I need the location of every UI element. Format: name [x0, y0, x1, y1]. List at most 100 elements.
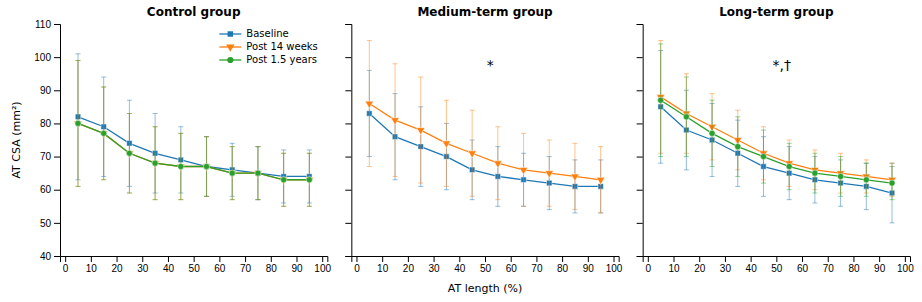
- series: [658, 44, 896, 200]
- error-bar: [307, 153, 312, 206]
- error-bar: [153, 127, 158, 200]
- x-tick-mark: [725, 256, 726, 262]
- x-tick: 100: [606, 256, 623, 274]
- y-tick: [637, 57, 643, 58]
- x-tick: 50: [480, 256, 492, 274]
- chart: 0102030405060708090100405060708090100110…: [0, 0, 922, 302]
- x-tick: 50: [189, 256, 201, 274]
- x-tick-mark: [194, 256, 195, 262]
- series: [367, 70, 604, 213]
- plot-area: [656, 41, 896, 223]
- y-tick: [345, 157, 351, 158]
- x-tick-mark: [117, 256, 118, 262]
- y-tick-label: 100: [34, 52, 51, 63]
- x-tick-mark: [853, 256, 854, 262]
- x-tick-mark: [271, 256, 272, 262]
- marker: [545, 171, 553, 178]
- error-bar: [204, 137, 209, 197]
- marker: [152, 160, 158, 166]
- error-bar: [230, 147, 235, 200]
- x-tick: 70: [823, 256, 835, 274]
- marker: [75, 120, 81, 126]
- legend-label: Post 14 weeks: [246, 41, 317, 52]
- x-tick-label: 30: [137, 263, 149, 274]
- error-bar: [281, 153, 286, 206]
- y-tick-mark: [54, 223, 60, 224]
- x-tick: 50: [771, 256, 783, 274]
- error-bar: [127, 113, 132, 193]
- x-tick-mark: [322, 256, 323, 262]
- y-tick: [345, 57, 351, 58]
- x-tick-mark: [751, 256, 752, 262]
- x-tick: 90: [874, 256, 886, 274]
- series-line: [661, 100, 892, 183]
- error-bar: [864, 163, 869, 196]
- x-tick: 30: [429, 256, 441, 274]
- x-tick-mark: [699, 256, 700, 262]
- plot-area: [365, 41, 605, 213]
- y-tick: [345, 223, 351, 224]
- x-tick-mark: [296, 256, 297, 262]
- x-tick-mark: [802, 256, 803, 262]
- x-tick-label: 90: [583, 263, 595, 274]
- series-line: [661, 97, 892, 180]
- y-tick-label: 60: [40, 184, 52, 195]
- marker: [126, 150, 132, 156]
- y-tick-mark: [637, 256, 643, 257]
- y-tick-mark: [345, 123, 351, 124]
- x-tick-label: 60: [797, 263, 809, 274]
- marker: [786, 163, 792, 169]
- x-tick: 40: [163, 256, 175, 274]
- x-tick-label: 40: [163, 263, 175, 274]
- x-tick-mark: [408, 256, 409, 262]
- x-tick-label: 10: [377, 263, 389, 274]
- y-tick: [345, 90, 351, 91]
- x-tick-label: 70: [531, 263, 543, 274]
- panel: 0102030405060708090100405060708090100110…: [10, 5, 331, 274]
- marker: [417, 128, 425, 135]
- y-tick: 80: [40, 118, 60, 129]
- y-tick-label: 40: [40, 251, 52, 262]
- y-axis-line: [345, 25, 352, 257]
- y-tick-mark: [345, 90, 351, 91]
- title: Long-term group: [719, 5, 834, 19]
- error-bar: [710, 100, 715, 166]
- y-tick-mark: [637, 90, 643, 91]
- error-bar: [178, 133, 183, 199]
- y-tick-mark: [637, 57, 643, 58]
- x-tick-label: 70: [240, 263, 252, 274]
- y-tick: 100: [34, 52, 60, 63]
- x-tick: 20: [403, 256, 415, 274]
- y-tick: [637, 256, 643, 257]
- error-bar: [75, 60, 80, 186]
- x-tick-label: 0: [354, 263, 360, 274]
- series: [75, 60, 313, 206]
- x-tick-label: 50: [480, 263, 492, 274]
- x-tick: 90: [291, 256, 303, 274]
- x-tick-label: 40: [746, 263, 758, 274]
- y-tick: [637, 24, 643, 25]
- error-bar: [864, 163, 869, 209]
- legend-marker: [226, 45, 234, 52]
- error-bar: [307, 153, 312, 206]
- marker: [442, 141, 450, 148]
- marker: [760, 153, 766, 159]
- error-bar: [204, 137, 209, 197]
- series-line: [661, 107, 892, 193]
- y-tick: 60: [40, 184, 60, 195]
- legend-marker: [227, 57, 233, 63]
- x-tick: 60: [797, 256, 809, 274]
- marker: [889, 180, 895, 186]
- x-tick-mark: [562, 256, 563, 262]
- marker: [468, 151, 476, 158]
- x-axis-line: [61, 257, 328, 263]
- y-tick-mark: [637, 157, 643, 158]
- marker: [178, 163, 184, 169]
- error-bar: [812, 153, 817, 193]
- marker: [709, 130, 715, 136]
- marker: [203, 163, 209, 169]
- x-tick-label: 30: [720, 263, 732, 274]
- x-tick-mark: [168, 256, 169, 262]
- error-bar: [761, 130, 766, 183]
- marker: [519, 167, 527, 174]
